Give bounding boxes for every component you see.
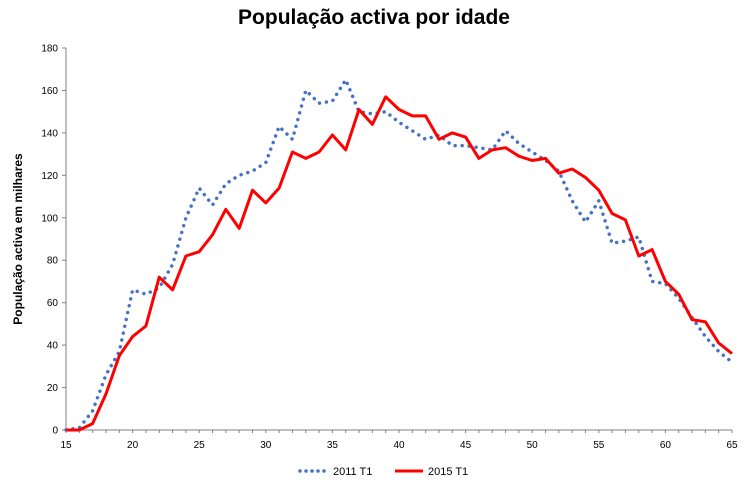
y-tick-label: 40: [47, 341, 59, 352]
y-tick-label: 140: [41, 128, 58, 139]
x-tick-label: 30: [260, 440, 272, 451]
y-tick-label: 60: [47, 298, 59, 309]
y-tick-label: 20: [47, 383, 59, 394]
y-tick-label: 180: [41, 44, 58, 55]
x-tick-label: 55: [593, 440, 605, 451]
chart-title: População activa por idade: [238, 6, 510, 29]
series-line-1: [64, 78, 734, 432]
y-tick-label: 80: [47, 256, 59, 267]
legend-label-2: 2015 T1: [428, 466, 468, 478]
x-tick-label: 20: [127, 440, 139, 451]
legend-label-1: 2011 T1: [333, 466, 372, 478]
x-tick-label: 15: [60, 440, 72, 451]
x-tick-label: 25: [194, 440, 206, 451]
y-tick-label: 100: [41, 213, 58, 224]
y-axis-label: População activa em milhares: [11, 153, 25, 325]
x-tick-label: 35: [327, 440, 339, 451]
x-tick-label: 65: [726, 440, 738, 451]
series-line-2: [66, 95, 733, 432]
x-tick-label: 40: [393, 440, 405, 451]
x-tick-label: 50: [527, 440, 539, 451]
x-tick-label: 45: [460, 440, 472, 451]
y-tick-label: 160: [41, 86, 58, 97]
x-tick-label: 60: [660, 440, 672, 451]
y-tick-label: 0: [52, 426, 58, 437]
y-tick-label: 120: [41, 171, 58, 182]
